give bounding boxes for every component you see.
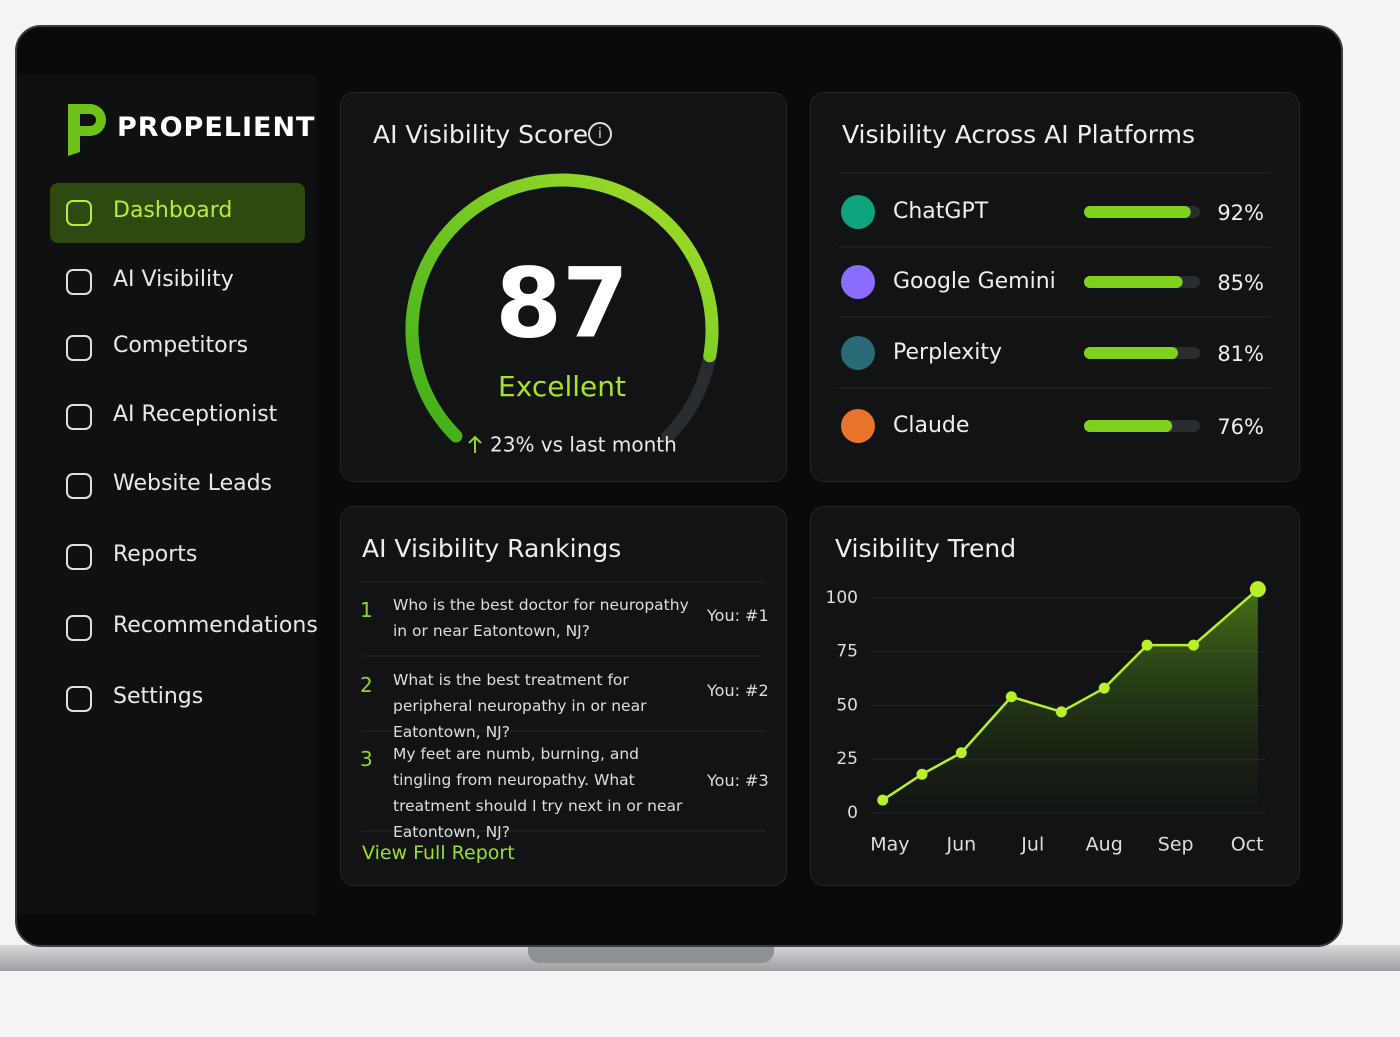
score-value: 87 xyxy=(495,247,629,359)
nav-item[interactable]: Competitors xyxy=(113,333,249,358)
point xyxy=(1098,682,1110,694)
point xyxy=(1188,639,1200,651)
platform-icon xyxy=(841,195,875,229)
nav-item[interactable]: Reports xyxy=(113,542,198,567)
trend-title: Visibility Trend xyxy=(835,534,1017,563)
rank-number: 2 xyxy=(360,673,373,697)
nav-icon xyxy=(66,615,92,641)
platform-name: Claude xyxy=(893,413,969,438)
nav-icon xyxy=(66,335,92,361)
score-rating: Excellent xyxy=(498,370,626,403)
point xyxy=(1141,639,1153,651)
x-tick-label: Jun xyxy=(945,834,976,856)
score-title: AI Visibility Score xyxy=(373,120,589,149)
y-tick-label: 25 xyxy=(836,749,858,769)
bar xyxy=(1084,206,1191,218)
point xyxy=(1005,691,1017,703)
point xyxy=(955,747,967,759)
platform-value: 85% xyxy=(1217,271,1264,295)
x-tick-label: May xyxy=(870,834,909,856)
nav-item[interactable]: AI Receptionist xyxy=(113,402,278,427)
logo-icon xyxy=(68,104,106,156)
platform-value: 81% xyxy=(1217,342,1264,366)
y-tick-label: 75 xyxy=(836,642,858,662)
nav-icon xyxy=(66,200,92,226)
rank-position: You: #3 xyxy=(707,771,769,790)
point xyxy=(1055,706,1067,718)
area xyxy=(882,589,1258,813)
rank-query: Who is the best doctor for neuropathy in… xyxy=(393,596,689,640)
y-tick-label: 50 xyxy=(836,695,858,715)
rank-position: You: #1 xyxy=(707,606,769,625)
y-tick-label: 0 xyxy=(847,803,858,823)
rankings-title: AI Visibility Rankings xyxy=(362,534,622,563)
nav-icon xyxy=(66,686,92,712)
nav-item[interactable]: Settings xyxy=(113,684,204,709)
up-arrow xyxy=(468,435,482,453)
rankings-card xyxy=(340,506,787,886)
nav-icon xyxy=(66,404,92,430)
view-report-link[interactable]: View Full Report xyxy=(362,842,515,864)
platform-name: Google Gemini xyxy=(893,269,1056,294)
platform-name: ChatGPT xyxy=(893,199,989,224)
platform-value: 92% xyxy=(1217,201,1264,225)
nav-item[interactable]: Website Leads xyxy=(113,471,273,496)
rank-query: My feet are numb, burning, and tingling … xyxy=(393,745,683,841)
platform-icon xyxy=(841,265,875,299)
gauge-value xyxy=(405,173,719,443)
rank-number: 1 xyxy=(360,598,373,622)
bar xyxy=(1084,276,1183,288)
x-tick-label: Jul xyxy=(1020,834,1044,856)
bar xyxy=(1084,347,1178,359)
rank-position: You: #2 xyxy=(707,681,769,700)
rank-number: 3 xyxy=(360,747,373,771)
point xyxy=(916,768,928,780)
platform-icon xyxy=(841,336,875,370)
nav-icon xyxy=(66,544,92,570)
nav-icon xyxy=(66,269,92,295)
nav-active-bg xyxy=(50,183,305,243)
score-change: 23% vs last month xyxy=(490,433,677,457)
nav-icon xyxy=(66,473,92,499)
nav-item[interactable]: Recommendations xyxy=(113,613,318,638)
x-tick-label: Sep xyxy=(1158,834,1194,856)
brand: PROPELIENT xyxy=(117,112,316,143)
bar xyxy=(1084,420,1173,432)
laptop-notch xyxy=(528,945,774,963)
nav-item[interactable]: AI Visibility xyxy=(113,267,234,292)
x-tick-label: Aug xyxy=(1086,834,1123,856)
info-icon[interactable]: i xyxy=(588,122,612,146)
platforms-card xyxy=(810,92,1300,482)
platform-name: Perplexity xyxy=(893,340,1002,365)
rank-query: What is the best treatment for periphera… xyxy=(393,671,647,741)
y-tick-label: 100 xyxy=(826,588,858,608)
point xyxy=(877,794,889,806)
x-tick-label: Oct xyxy=(1231,834,1264,856)
platforms-title: Visibility Across AI Platforms xyxy=(842,120,1196,149)
platform-value: 76% xyxy=(1217,415,1264,439)
point xyxy=(1249,581,1266,598)
nav-item[interactable]: Dashboard xyxy=(113,198,233,223)
platform-icon xyxy=(841,409,875,443)
